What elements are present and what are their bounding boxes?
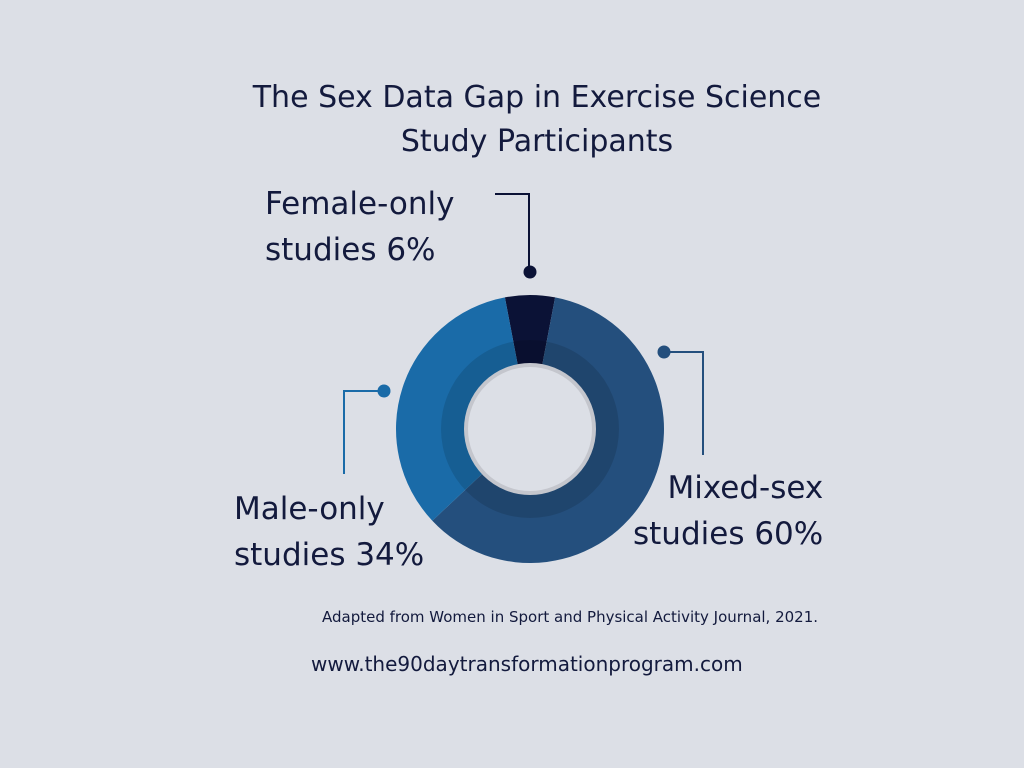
chart-title: The Sex Data Gap in Exercise Science Stu… — [212, 76, 862, 164]
slice-label-female-line2: studies 6% — [265, 232, 436, 268]
donut-slice-male — [395, 297, 530, 521]
website-url: www.the90daytransformationprogram.com — [311, 652, 743, 676]
callout-mixed — [657, 345, 704, 455]
callout-female-line — [495, 193, 530, 272]
callout-male — [343, 384, 391, 474]
callout-mixed-dot — [657, 345, 671, 359]
callout-mixed-line — [664, 351, 704, 455]
slice-label-male: Male-only studies 34% — [234, 486, 424, 578]
chart-title-line2: Study Participants — [400, 124, 674, 159]
slice-label-female-line1: Female-only — [265, 186, 455, 222]
chart-title-line1: The Sex Data Gap in Exercise Science — [252, 80, 822, 115]
donut-center-hole — [464, 363, 596, 495]
slice-label-male-line1: Male-only — [234, 491, 385, 527]
callout-female-dot — [523, 265, 537, 279]
slice-label-mixed-line1: Mixed-sex — [667, 470, 824, 506]
callout-male-dot — [377, 384, 391, 398]
callout-female — [495, 193, 537, 279]
slice-label-mixed-line2: studies 60% — [633, 516, 824, 552]
donut-slice-female — [504, 294, 556, 429]
slice-label-female: Female-only studies 6% — [265, 181, 454, 273]
slice-label-male-line2: studies 34% — [234, 537, 425, 573]
slice-label-mixed: Mixed-sex studies 60% — [633, 465, 823, 557]
source-citation: Adapted from Women in Sport and Physical… — [322, 608, 819, 626]
callout-male-line — [343, 390, 384, 474]
